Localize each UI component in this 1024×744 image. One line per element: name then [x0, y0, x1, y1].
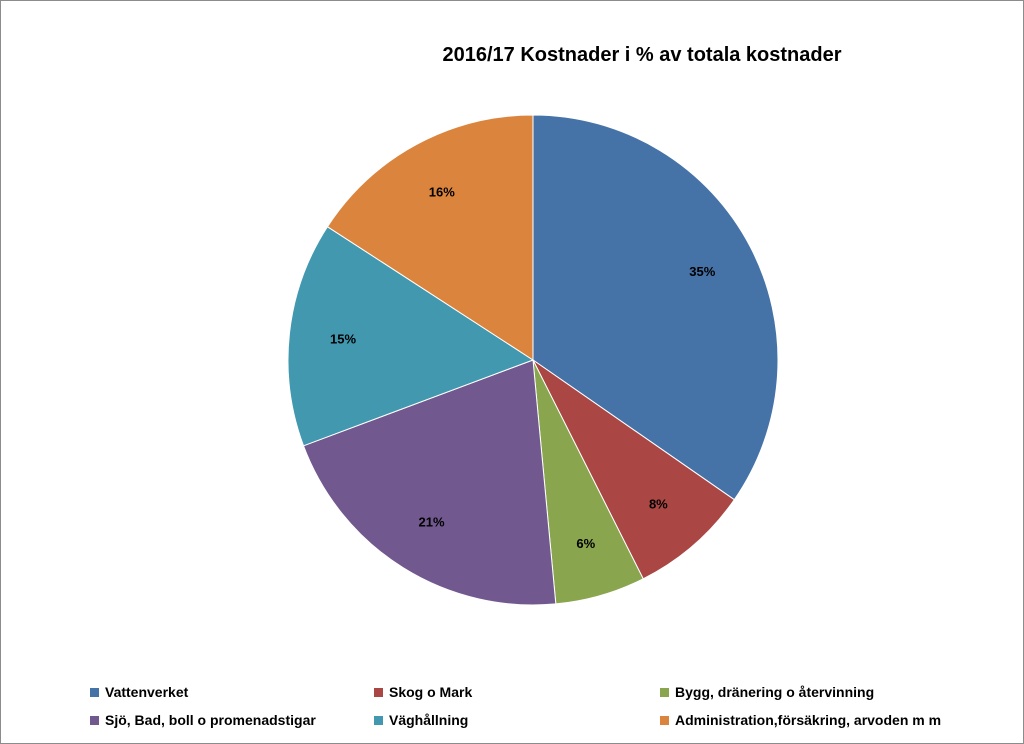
legend-swatch: [374, 687, 383, 697]
pie-slice: [532, 359, 735, 580]
data-label: 15%: [330, 332, 356, 347]
legend-label: Skog o Mark: [389, 684, 473, 700]
legend-item-skog-o-mark: Skog o Mark: [374, 684, 472, 700]
legend-label: Vattenverket: [105, 684, 189, 700]
pie-slice: [302, 359, 557, 606]
data-label: 16%: [429, 185, 455, 200]
legend-item-bygg: Bygg, dränering o återvinning: [660, 684, 874, 700]
legend-label: Väghållning: [389, 712, 469, 728]
legend-label: Sjö, Bad, boll o promenadstigar: [105, 712, 316, 728]
data-label: 21%: [418, 514, 444, 529]
legend-swatch: [660, 715, 669, 725]
legend-item-vaghallning: Väghållning: [374, 712, 468, 728]
legend-item-administration: Administration,försäkring, arvoden m m: [660, 712, 941, 728]
data-label: 6%: [576, 536, 595, 551]
legend-item-sjo-bad: Sjö, Bad, boll o promenadstigar: [90, 712, 316, 728]
legend-item-vattenverket: Vattenverket: [90, 684, 188, 700]
data-label: 8%: [649, 497, 668, 512]
pie-slice: [287, 225, 535, 447]
legend-swatch: [90, 715, 99, 725]
pie-slice: [326, 114, 534, 361]
pie-slice: [532, 114, 779, 501]
legend-swatch: [374, 715, 383, 725]
legend-label: Administration,försäkring, arvoden m m: [675, 712, 942, 728]
legend-swatch: [660, 687, 669, 697]
chart-title: 2016/17 Kostnader i % av totala kostnade…: [442, 44, 842, 66]
legend-label: Bygg, dränering o återvinning: [675, 684, 875, 700]
legend-swatch: [90, 687, 99, 697]
data-label: 35%: [689, 264, 715, 279]
